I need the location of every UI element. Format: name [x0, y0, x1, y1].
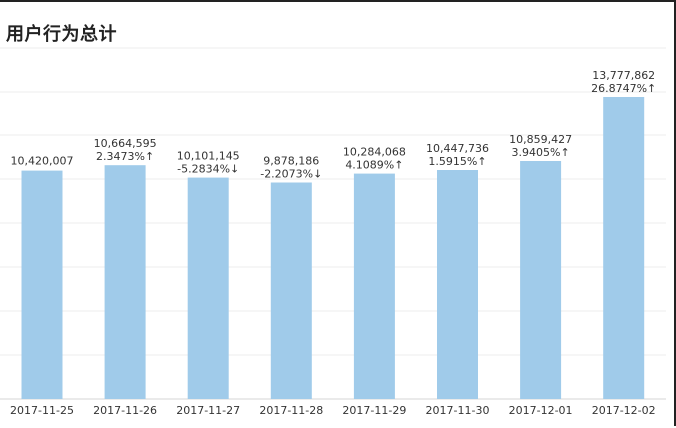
value-label: 10,101,145	[177, 150, 240, 163]
bar-2017-11-27	[187, 177, 229, 399]
x-tick-label: 2017-11-27	[176, 404, 240, 417]
bars	[21, 97, 645, 399]
x-tick-label: 2017-11-26	[93, 404, 157, 417]
value-label: 10,420,007	[11, 155, 74, 168]
x-tick-label: 2017-12-02	[592, 404, 656, 417]
change-label: 4.1089%↑	[345, 159, 403, 172]
x-tick-label: 2017-11-29	[342, 404, 406, 417]
change-label: 2.3473%↑	[96, 150, 154, 163]
value-label: 13,777,862	[592, 69, 655, 82]
change-label: -5.2834%↓	[177, 163, 239, 176]
x-tick-label: 2017-11-30	[426, 404, 490, 417]
change-label: 26.8747%↑	[591, 82, 656, 95]
bar-2017-11-30	[437, 170, 478, 399]
change-label: -2.2073%↓	[260, 168, 322, 181]
x-tick-labels: 2017-11-25 2017-11-26 2017-11-27 2017-11-28…	[10, 404, 656, 417]
bar-2017-11-25	[21, 170, 63, 399]
bar-2017-11-26	[104, 165, 146, 399]
bar-2017-12-01	[520, 161, 562, 399]
change-label: 3.9405%↑	[512, 146, 570, 159]
value-label: 9,878,186	[263, 155, 319, 168]
value-label: 10,664,595	[94, 137, 157, 150]
value-label: 10,859,427	[509, 133, 572, 146]
x-tick-label: 2017-12-01	[509, 404, 573, 417]
change-label: 1.5915%↑	[428, 155, 486, 168]
chart-title: 用户行为总计	[6, 24, 117, 45]
x-tick-label: 2017-11-25	[10, 404, 74, 417]
bar-2017-11-29	[353, 173, 395, 399]
x-tick-label: 2017-11-28	[259, 404, 323, 417]
value-label: 10,284,068	[343, 146, 406, 159]
value-label: 10,447,736	[426, 142, 489, 155]
bar-2017-11-28	[270, 182, 312, 399]
bar-2017-12-02	[603, 97, 645, 399]
grid-lines	[0, 47, 666, 356]
